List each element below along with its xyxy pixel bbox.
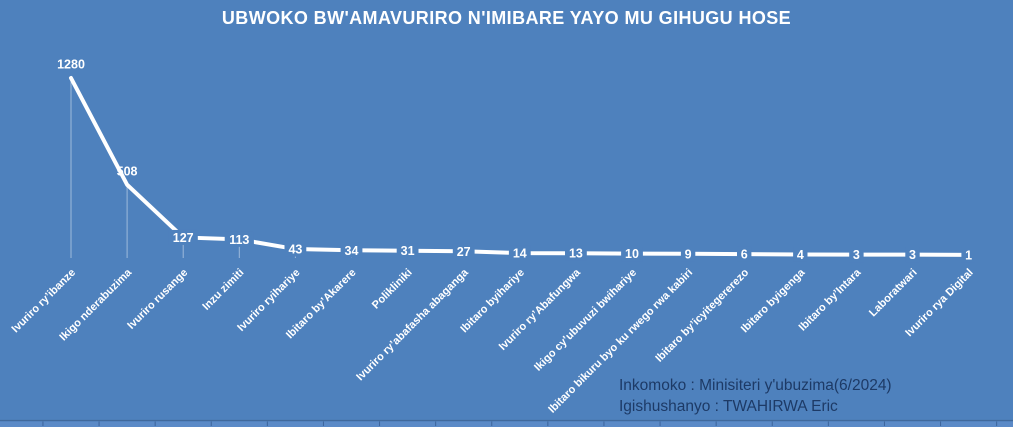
data-point-label: 113 <box>229 233 249 247</box>
category-label: Ikigo cy’ubuvuzi bwihariye <box>532 267 639 374</box>
data-point-label: 10 <box>625 247 639 261</box>
data-label-backing <box>565 245 587 261</box>
category-label: Ivuriro ry’abafasha abaganga <box>354 266 471 383</box>
data-point-label: 1280 <box>57 58 85 72</box>
data-label-backing <box>793 246 808 262</box>
chart-title: UBWOKO BW'AMAVURIRO N'IMIBARE YAYO MU GI… <box>221 8 792 28</box>
data-label-backing <box>452 243 475 259</box>
axis-strip <box>0 421 1013 427</box>
data-point-label: 4 <box>797 248 804 262</box>
data-label-backing <box>737 246 752 262</box>
data-label-backing <box>621 246 643 262</box>
data-label-backing <box>396 243 419 259</box>
category-label: Ivuriro rusange <box>125 267 190 332</box>
data-point-label: 508 <box>117 164 138 178</box>
series-line <box>69 76 971 257</box>
data-point-label: 43 <box>288 243 302 257</box>
data-point-label: 3 <box>853 248 860 262</box>
data-point-label: 27 <box>457 245 471 259</box>
data-label-backing <box>224 231 254 247</box>
data-point-label: 3 <box>909 248 916 262</box>
data-label-backing <box>961 247 976 263</box>
data-label-backing <box>168 229 198 245</box>
data-point-label: 31 <box>401 244 415 258</box>
data-point-label: 1 <box>965 248 972 262</box>
data-label-backing <box>905 247 920 263</box>
category-label: Ibitaro by’Intara <box>797 266 864 333</box>
data-label-backing <box>680 246 696 262</box>
category-label: Ibitaro by’icyitegererezo <box>653 266 751 364</box>
source-line: Inkomoko : Minisiteri y'ubuzima(6/2024) <box>619 377 892 394</box>
category-label: Inzu zimiti <box>200 267 246 313</box>
data-point-label: 14 <box>513 247 527 261</box>
data-point-label: 127 <box>173 231 194 245</box>
source-note: Inkomoko : Minisiteri y'ubuzima(6/2024) … <box>619 375 892 417</box>
data-label-backing <box>508 245 531 261</box>
data-point-label: 6 <box>741 248 748 262</box>
data-point-label: 34 <box>345 244 359 258</box>
data-point-label: 9 <box>685 247 692 261</box>
credit-line: Igishushanyo : TWAHIRWA Eric <box>619 398 838 415</box>
data-label-backing <box>340 242 363 258</box>
data-label-backing <box>284 241 307 257</box>
data-point-label: 13 <box>569 247 583 261</box>
category-label: Laboratwari <box>867 267 920 320</box>
category-label: Polikliniki <box>370 267 415 312</box>
data-label-backing <box>849 247 864 263</box>
